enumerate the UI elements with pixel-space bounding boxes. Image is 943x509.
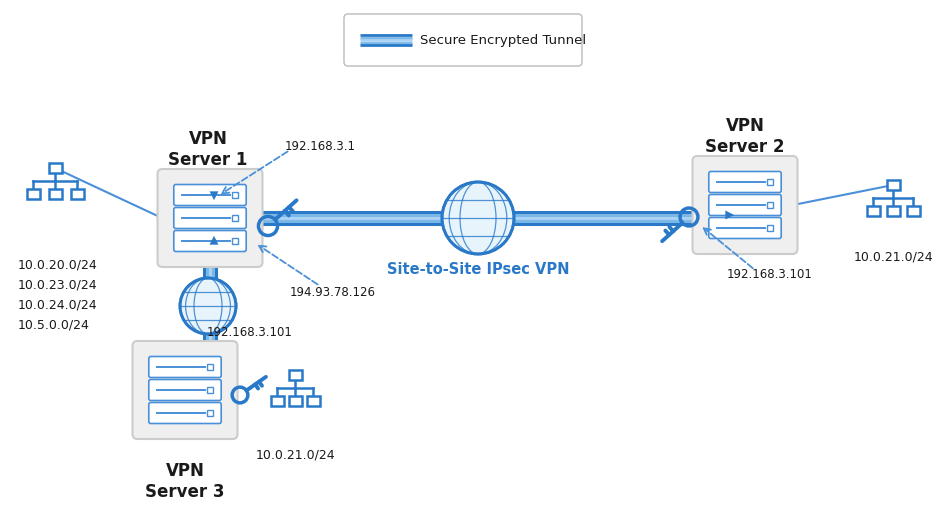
FancyBboxPatch shape <box>709 194 781 215</box>
Text: 194.93.78.126: 194.93.78.126 <box>290 287 376 299</box>
Circle shape <box>180 278 236 334</box>
Bar <box>48 163 61 173</box>
Text: 10.0.20.0/24
10.0.23.0/24
10.0.24.0/24
10.5.0.0/24: 10.0.20.0/24 10.0.23.0/24 10.0.24.0/24 1… <box>18 258 98 331</box>
Bar <box>768 179 773 185</box>
Bar <box>232 215 239 221</box>
FancyBboxPatch shape <box>174 231 246 251</box>
FancyBboxPatch shape <box>149 356 222 378</box>
Text: 192.168.3.1: 192.168.3.1 <box>285 139 356 153</box>
FancyBboxPatch shape <box>174 208 246 229</box>
Text: VPN
Server 3: VPN Server 3 <box>145 462 224 501</box>
Bar <box>906 206 919 216</box>
Bar <box>289 370 302 380</box>
Text: Secure Encrypted Tunnel: Secure Encrypted Tunnel <box>420 34 587 46</box>
Bar <box>207 387 213 393</box>
Text: 10.0.21.0/24: 10.0.21.0/24 <box>853 250 933 263</box>
Bar <box>306 396 320 406</box>
FancyBboxPatch shape <box>149 380 222 401</box>
Circle shape <box>442 182 514 254</box>
Text: 192.168.3.101: 192.168.3.101 <box>727 269 813 281</box>
FancyBboxPatch shape <box>133 341 238 439</box>
Bar <box>207 364 213 370</box>
FancyBboxPatch shape <box>149 403 222 423</box>
Bar <box>48 189 61 199</box>
Bar <box>207 410 213 416</box>
FancyBboxPatch shape <box>692 156 798 254</box>
Bar <box>867 206 880 216</box>
Text: VPN
Server 1: VPN Server 1 <box>168 130 248 169</box>
FancyBboxPatch shape <box>709 217 781 239</box>
Bar <box>71 189 84 199</box>
FancyBboxPatch shape <box>157 169 262 267</box>
Bar <box>768 202 773 208</box>
Text: Site-to-Site IPsec VPN: Site-to-Site IPsec VPN <box>387 263 570 277</box>
Bar <box>768 225 773 231</box>
Bar <box>271 396 284 406</box>
FancyBboxPatch shape <box>174 184 246 206</box>
Text: 10.0.21.0/24: 10.0.21.0/24 <box>256 448 335 461</box>
Bar <box>886 180 900 190</box>
Bar <box>232 238 239 244</box>
Bar <box>886 206 900 216</box>
FancyBboxPatch shape <box>709 172 781 192</box>
FancyBboxPatch shape <box>344 14 582 66</box>
Text: VPN
Server 2: VPN Server 2 <box>705 117 785 156</box>
Bar <box>232 192 239 198</box>
Bar <box>289 396 302 406</box>
Text: 192.168.3.101: 192.168.3.101 <box>207 325 293 338</box>
Bar <box>26 189 40 199</box>
